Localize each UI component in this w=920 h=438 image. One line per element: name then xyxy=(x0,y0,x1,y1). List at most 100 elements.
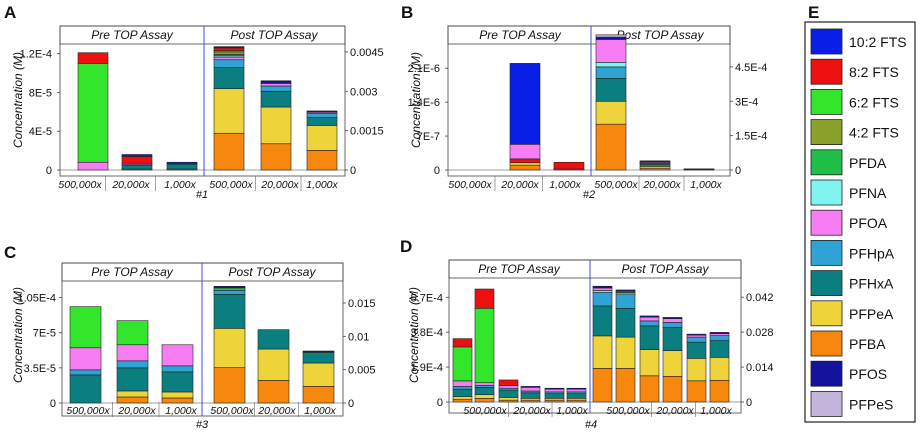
panel-b-left-tick-label: 7E-7 xyxy=(417,131,440,143)
panel-a-y-axis-label: Concentration (M) xyxy=(11,52,25,148)
panel-c-group-label-post: Post TOP Assay xyxy=(229,265,317,279)
panel-d-bar-segment-pfhxa xyxy=(474,387,495,395)
panel-d-bar-segment-pfba xyxy=(615,368,636,403)
panel-b-bar-segment-pfpea xyxy=(509,162,541,166)
panel-b-bar-segment-8-2-fts xyxy=(509,158,541,164)
panel-d-bar-segment-pfhpa xyxy=(662,322,683,328)
panel-a-bar-segment-pfba xyxy=(306,150,338,171)
panel-a-bar-segment-pfoa xyxy=(213,56,245,61)
panel-d-x-tick-label: 1,000x xyxy=(556,405,588,417)
panel-b-plot: 0 7E-7 1.4E-6 2.1E-6 0 1.5E-4 3E-4 4.5E-4 500,00… xyxy=(408,34,767,191)
legend-label: PFHxA xyxy=(849,276,894,292)
legend-swatch-pfhxa xyxy=(810,270,843,297)
panel-c-x-tick-label: 500,000x xyxy=(66,405,110,417)
panel-a: A Concentration (M) Pre TOP Assay Post T… xyxy=(4,3,384,201)
panel-a-x-tick-label: 20,000x xyxy=(260,179,299,191)
panel-b-caption: #2 xyxy=(583,189,595,201)
panel-b-bar-segment-pfba xyxy=(509,164,541,171)
panel-d-bar-segment-pfoa xyxy=(662,318,683,323)
panel-d-bar-segment-pfhxa xyxy=(686,341,707,359)
panel-d-bar-segment-pfoa xyxy=(639,316,660,322)
panel-c-x-tick-label: 1,000x xyxy=(304,405,336,417)
panel-d-bar-segment-8-2-fts xyxy=(498,379,519,386)
panel-b-left-tick-label: 0 xyxy=(434,165,440,177)
panel-c-x-tick-label: 20,000x xyxy=(257,405,296,417)
panel-d-bar xyxy=(544,387,565,403)
panel-a-bar-segment-pfos xyxy=(213,46,245,49)
panel-d-bar-segment-pfoa xyxy=(474,382,495,386)
panel-c-bar-segment-pfba xyxy=(302,386,335,404)
panel-letter-c: C xyxy=(4,243,16,262)
panel-c-left-tick-label: 0 xyxy=(50,398,56,410)
panel-c-bar xyxy=(69,306,102,404)
panel-c-bar xyxy=(257,329,290,404)
panel-b-x-tick-label: 1,000x xyxy=(549,179,581,191)
panel-d-bar-segment-pfpea xyxy=(498,397,519,401)
panel-c-group-label-pre: Pre TOP Assay xyxy=(91,265,174,279)
panel-d-bar-segment-pfba xyxy=(452,398,473,403)
panel-d-bar xyxy=(662,317,683,403)
panel-d-bar-segment-pfos xyxy=(592,285,613,289)
panel-d-bar xyxy=(615,289,636,403)
legend-swatch-pfos xyxy=(810,360,843,387)
legend-swatch-pfpes xyxy=(810,390,843,417)
panel-a-caption: #1 xyxy=(196,189,208,201)
panel-a-right-tick-label: 0 xyxy=(350,165,356,177)
panel-b-bar-segment-pfna xyxy=(595,62,627,68)
panel-d-x-tick-label: 20,000x xyxy=(512,405,551,417)
panel-b-bar xyxy=(553,161,585,171)
panel-b-x-tick-label: 500,000x xyxy=(448,179,492,191)
panel-c-bar-segment-pfhxa xyxy=(116,367,149,392)
panel-a-x-tick-label: 1,000x xyxy=(164,179,196,191)
panel-a-bar-segment-pfba xyxy=(213,132,245,171)
panel-d-bar xyxy=(520,386,541,403)
panel-d-bar-segment-pfba xyxy=(592,368,613,403)
panel-b-left-tick-label: 1.4E-6 xyxy=(408,97,440,109)
panel-c-bar-segment-pfpea xyxy=(161,391,194,399)
panel-b-bar xyxy=(639,160,671,171)
panel-a-x-tick-label: 500,000x xyxy=(58,179,102,191)
panel-d-bar-segment-pfhpa xyxy=(615,294,636,309)
panel-a-group-label-post: Post TOP Assay xyxy=(231,28,319,42)
panel-d-bar-segment-pfoa xyxy=(592,287,613,291)
panel-d-bar-segment-pfba xyxy=(662,376,683,403)
panel-d-bar-segment-pfos xyxy=(639,315,660,318)
panel-d-right-tick-label: 0.028 xyxy=(746,327,774,339)
panel-d-group-label-pre: Pre TOP Assay xyxy=(478,262,561,276)
panel-d-bar-segment-pfpea xyxy=(639,349,660,377)
panel-a-bar-segment-4-2-fts xyxy=(213,51,245,55)
panel-b-bar-segment-pfos xyxy=(595,36,627,40)
panel-d-bar-segment-pfhxa xyxy=(566,393,587,399)
legend-label: PFDA xyxy=(849,155,887,171)
panel-a-left-tick-label: 1.2E-4 xyxy=(20,49,52,61)
panel-b-x-tick-label: 500,000x xyxy=(594,179,638,191)
panel-b: B Concentration (M) Pre TOP Assay Post T… xyxy=(401,3,767,201)
panel-d-left-tick-label: 1.9E-4 xyxy=(411,362,443,374)
panel-a-x-tick-label: 1,000x xyxy=(306,179,338,191)
panel-a-group-label-pre: Pre TOP Assay xyxy=(91,28,174,42)
panel-letter-a: A xyxy=(4,3,16,22)
panel-a-bar xyxy=(260,80,292,171)
panel-a-bar-segment-pfhpa xyxy=(306,113,338,118)
panel-d-bar-segment-pfhxa xyxy=(639,325,660,350)
legend-items: 10:2 FTS 8:2 FTS 6:2 FTS 4:2 FTS PFDA PFNA PFO… xyxy=(810,28,907,417)
panel-d-bar-segment-pfhxa xyxy=(498,389,519,398)
panel-letter-e: E xyxy=(808,3,819,22)
panel-a-bar-segment-pfoa xyxy=(260,83,292,87)
panel-a-right-tick-label: 0.003 xyxy=(350,86,378,98)
panel-d-bar-segment-6-2-fts xyxy=(474,308,495,384)
panel-d-bar-segment-pfos xyxy=(709,332,730,334)
panel-c-bar-segment-pfos xyxy=(213,286,246,288)
legend-label: PFNA xyxy=(849,185,887,201)
panel-d-left-tick-label: 0 xyxy=(437,397,443,409)
panel-d-bar-segment-pfpea xyxy=(452,396,473,400)
legend-label: PFPeA xyxy=(849,306,894,322)
panel-c-left-tick-label: 7E-5 xyxy=(33,328,56,340)
panel-d-bar-segment-pfos xyxy=(566,387,587,390)
panel-a-left-tick-label: 0 xyxy=(46,165,52,177)
panel-d-x-tick-label: 500,000x xyxy=(606,405,650,417)
panel-a-bar-segment-pfhxa xyxy=(121,164,153,170)
panel-b-x-tick-label: 20,000x xyxy=(642,179,681,191)
panel-d-bar xyxy=(474,288,495,403)
